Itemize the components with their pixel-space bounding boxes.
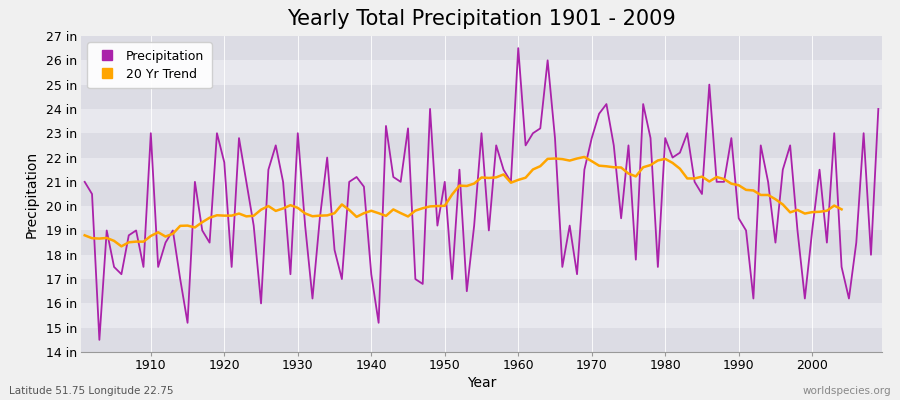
Text: Latitude 51.75 Longitude 22.75: Latitude 51.75 Longitude 22.75	[9, 386, 174, 396]
Bar	[81, 109, 882, 133]
Precipitation	[94, 338, 104, 342]
Bar	[81, 206, 882, 230]
Precipitation	[146, 131, 157, 136]
Precipitation	[513, 46, 524, 50]
Line: 20 Yr Trend: 20 Yr Trend	[85, 157, 842, 246]
Bar	[81, 60, 882, 85]
Line: Precipitation: Precipitation	[85, 48, 878, 340]
Precipitation	[520, 143, 531, 148]
Text: worldspecies.org: worldspecies.org	[803, 386, 891, 396]
20 Yr Trend	[822, 208, 832, 213]
Bar	[81, 158, 882, 182]
20 Yr Trend	[785, 210, 796, 215]
Precipitation	[307, 296, 318, 301]
Bar	[81, 303, 882, 328]
Precipitation	[616, 216, 626, 221]
Precipitation	[873, 106, 884, 111]
Precipitation	[79, 180, 90, 184]
Bar	[81, 36, 882, 60]
Bar	[81, 279, 882, 303]
20 Yr Trend	[278, 206, 289, 211]
Legend: Precipitation, 20 Yr Trend: Precipitation, 20 Yr Trend	[87, 42, 212, 88]
Bar	[81, 133, 882, 158]
20 Yr Trend	[462, 184, 472, 188]
Precipitation	[527, 131, 538, 136]
Bar	[81, 328, 882, 352]
Precipitation	[351, 174, 362, 179]
20 Yr Trend	[79, 233, 90, 238]
Title: Yearly Total Precipitation 1901 - 2009: Yearly Total Precipitation 1901 - 2009	[287, 9, 676, 29]
Bar	[81, 230, 882, 255]
X-axis label: Year: Year	[467, 376, 496, 390]
20 Yr Trend	[307, 214, 318, 219]
20 Yr Trend	[579, 154, 590, 159]
Bar	[81, 85, 882, 109]
20 Yr Trend	[102, 236, 112, 240]
Bar	[81, 255, 882, 279]
20 Yr Trend	[836, 207, 847, 212]
Bar	[81, 182, 882, 206]
20 Yr Trend	[116, 244, 127, 249]
Y-axis label: Precipitation: Precipitation	[24, 150, 39, 238]
